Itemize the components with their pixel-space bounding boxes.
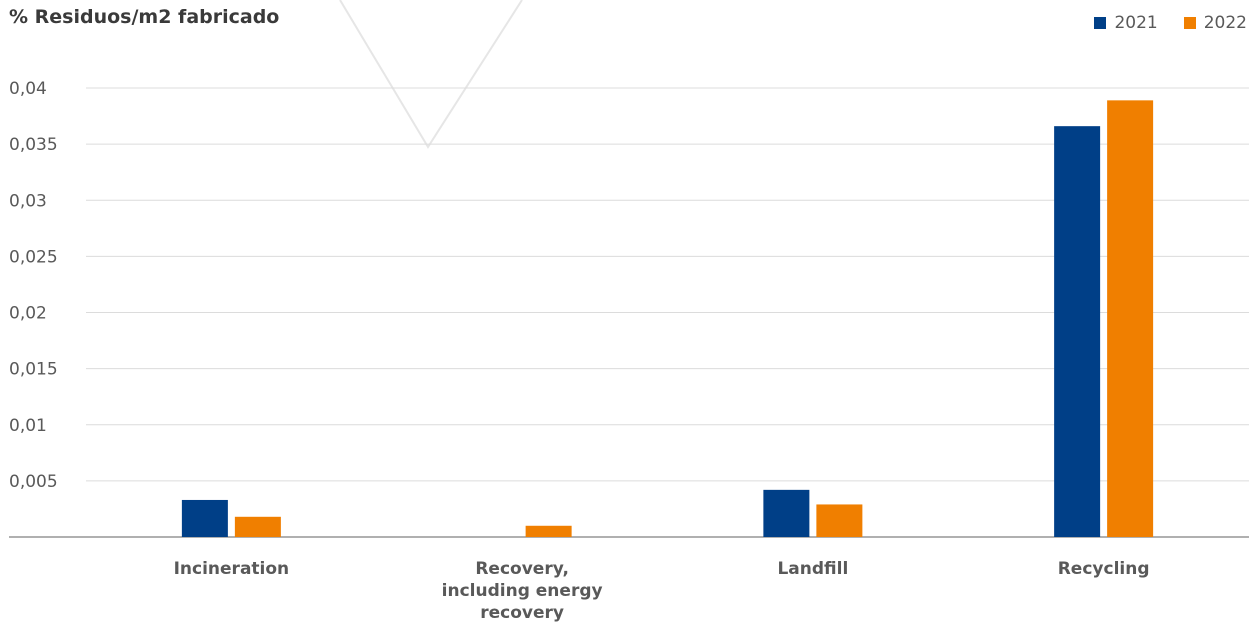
legend-label-2022: 2022 (1203, 13, 1247, 33)
x-tick-label: Landfill (777, 559, 848, 579)
chart-title: % Residuos/m2 fabricado (9, 6, 280, 28)
x-tick-label-line: Incineration (174, 559, 290, 579)
legend-swatch-2021 (1094, 17, 1107, 29)
bar-2021 (1054, 126, 1101, 537)
bar-2021 (763, 489, 810, 537)
legend-item-2021: 2021 (1094, 13, 1158, 33)
y-tick-label: 0,04 (9, 79, 47, 99)
y-tick-label: 0,035 (9, 135, 58, 155)
y-tick-label: 0,02 (9, 304, 47, 324)
bar-2022 (816, 504, 863, 537)
bar-2021 (181, 499, 228, 537)
x-tick-label-line: including energy (442, 581, 603, 601)
y-tick-label: 0,015 (9, 360, 58, 380)
legend-label-2021: 2021 (1114, 13, 1158, 33)
y-tick-label: 0,025 (9, 247, 58, 267)
y-tick-label: 0,005 (9, 472, 58, 492)
legend-item-2022: 2022 (1183, 13, 1247, 33)
x-tick-label-line: Recovery, (475, 559, 569, 579)
legend-swatch-2022 (1183, 17, 1196, 29)
decorative-chevron (339, 0, 523, 149)
x-tick-label: Recycling (1058, 559, 1150, 579)
x-tick-label-line: Recycling (1058, 559, 1150, 579)
x-tick-label-line: recovery (480, 603, 564, 622)
bar-2022 (234, 516, 281, 537)
x-tick-label: Recovery, including energy recovery (442, 559, 603, 622)
legend: 2021 2022 (1094, 13, 1247, 33)
x-tick-label-line: Landfill (777, 559, 848, 579)
y-tick-label: 0,03 (9, 191, 47, 211)
x-tick-label: Incineration (174, 559, 290, 579)
y-tick-label: 0,01 (9, 416, 47, 436)
bar-2022 (525, 525, 572, 537)
bar-2022 (1107, 100, 1154, 537)
